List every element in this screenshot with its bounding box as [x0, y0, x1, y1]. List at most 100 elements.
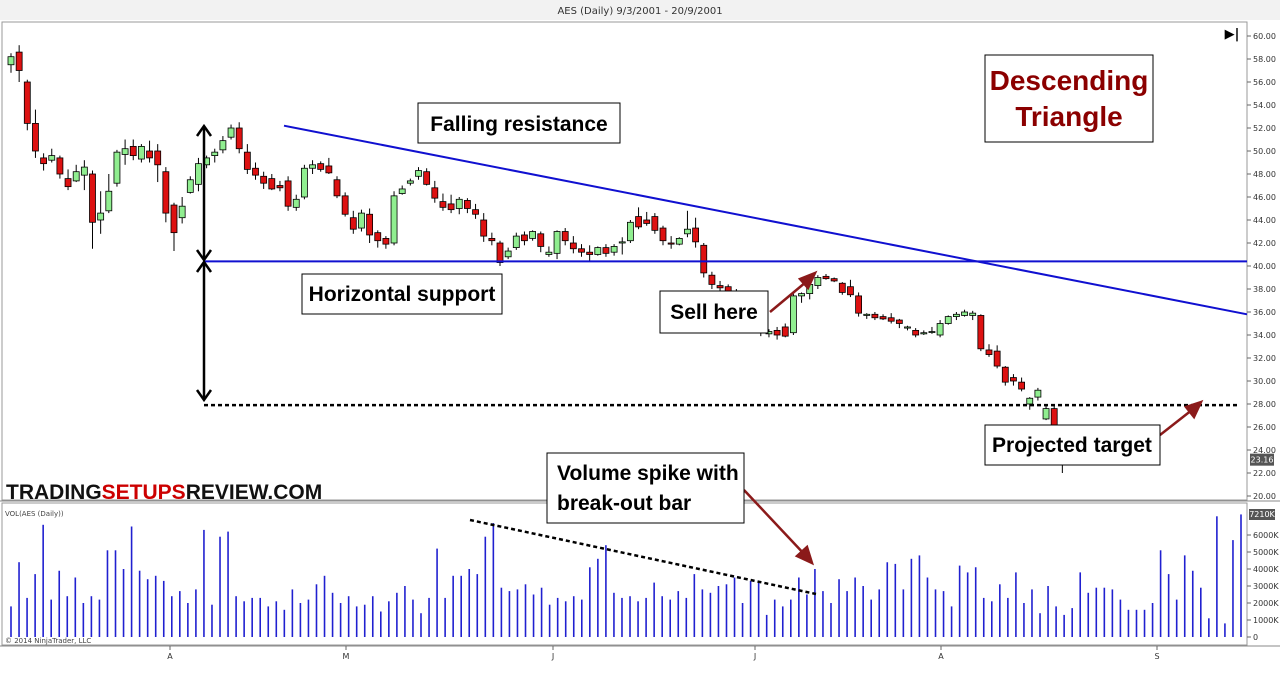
candle — [863, 313, 871, 319]
candle-body — [847, 286, 854, 296]
candle — [643, 211, 651, 226]
price-tick-label: 44.00 — [1253, 216, 1276, 225]
candle — [252, 162, 259, 180]
volume-tick-label: 6000K — [1253, 531, 1279, 540]
candle-body — [317, 163, 325, 170]
last-volume-label: 7210K — [1249, 510, 1275, 519]
candle-body — [137, 145, 145, 160]
candle-body — [472, 209, 479, 215]
pattern-title-line1: Descending — [990, 65, 1149, 96]
candle — [928, 326, 936, 334]
candle-body — [944, 316, 952, 324]
candle-body — [113, 151, 121, 184]
candle — [887, 313, 895, 324]
price-tick-label: 30.00 — [1253, 377, 1276, 386]
candle — [488, 232, 496, 246]
candle — [1001, 366, 1009, 386]
candle — [936, 320, 944, 338]
candle — [358, 209, 365, 232]
candle — [284, 176, 292, 211]
candle-body — [154, 150, 162, 166]
candle — [398, 185, 406, 195]
candle — [80, 160, 88, 191]
candle — [692, 217, 699, 248]
projected-target-label: Projected target — [984, 424, 1161, 466]
candle-body — [423, 171, 431, 185]
volume-tick-label: 5000K — [1253, 548, 1279, 557]
candle-body — [871, 313, 879, 319]
candle-body — [537, 233, 545, 247]
candle-body — [969, 312, 977, 316]
time-tick-label: S — [1154, 652, 1159, 661]
last-price-label: 23.16 — [1251, 456, 1274, 465]
candle-body — [887, 317, 895, 322]
candle-body — [276, 185, 284, 189]
candle-body — [32, 123, 39, 152]
candle-body — [659, 227, 667, 242]
volume-tick-label: 0 — [1253, 633, 1258, 642]
projected-target-text: Projected target — [992, 434, 1152, 457]
candle-body — [993, 350, 1001, 367]
candle-body — [790, 295, 797, 334]
volume-panel — [1, 502, 1248, 646]
candle-body — [89, 173, 96, 223]
candle-body — [920, 332, 928, 335]
candle-body — [936, 323, 944, 336]
sell-here-text: Sell here — [670, 301, 758, 324]
candle — [569, 236, 577, 254]
price-tick-label: 42.00 — [1253, 239, 1276, 248]
volume-tick-label: 2000K — [1253, 599, 1279, 608]
candle — [349, 210, 357, 234]
candle-body — [675, 237, 683, 245]
candle-body — [830, 278, 838, 282]
volume-spike-arrow — [743, 489, 815, 566]
candle-body — [72, 171, 80, 182]
candle — [472, 203, 479, 219]
candle-body — [684, 228, 691, 235]
candle — [341, 192, 349, 217]
candle — [895, 318, 903, 329]
candle — [700, 243, 708, 278]
candle — [105, 174, 113, 214]
candle-body — [121, 148, 129, 155]
candle-body — [105, 190, 113, 212]
candle-body — [1034, 389, 1042, 398]
candle — [993, 345, 1001, 369]
candle — [23, 79, 31, 131]
candle-body — [863, 313, 871, 316]
candle-body — [985, 349, 993, 355]
time-tick-label: M — [343, 652, 350, 661]
candle-body — [594, 247, 602, 255]
volume-panel-label: VOL(AES (Daily)) — [5, 510, 64, 518]
candle-body — [415, 170, 422, 177]
price-tick-label: 56.00 — [1253, 78, 1276, 87]
last-price-badge — [1250, 453, 1274, 466]
candle-body — [651, 216, 659, 231]
candle-body — [268, 178, 276, 190]
candle-body — [480, 219, 488, 237]
candle-body — [235, 127, 243, 150]
candle — [447, 194, 455, 214]
end-nav-button[interactable]: ▶| — [1225, 27, 1240, 42]
candle-body — [961, 311, 968, 316]
candle-body — [692, 227, 699, 243]
price-tick-label: 52.00 — [1253, 124, 1276, 133]
candle-body — [773, 329, 781, 336]
candle — [537, 231, 545, 253]
candle-body — [667, 242, 675, 245]
candle — [529, 230, 536, 241]
candle — [586, 245, 594, 262]
candle — [667, 236, 675, 249]
candle — [480, 213, 488, 242]
candle — [781, 323, 789, 338]
candle — [553, 230, 561, 260]
watermark-part3: REVIEW.COM — [186, 481, 323, 504]
candle-body — [431, 187, 439, 199]
candle — [235, 122, 243, 154]
candle-body — [879, 316, 887, 320]
candle-body — [822, 275, 830, 280]
horizontal-support-label: Horizontal support — [301, 273, 503, 315]
candle-body — [195, 163, 202, 185]
candle — [325, 157, 333, 174]
candle — [48, 148, 56, 163]
